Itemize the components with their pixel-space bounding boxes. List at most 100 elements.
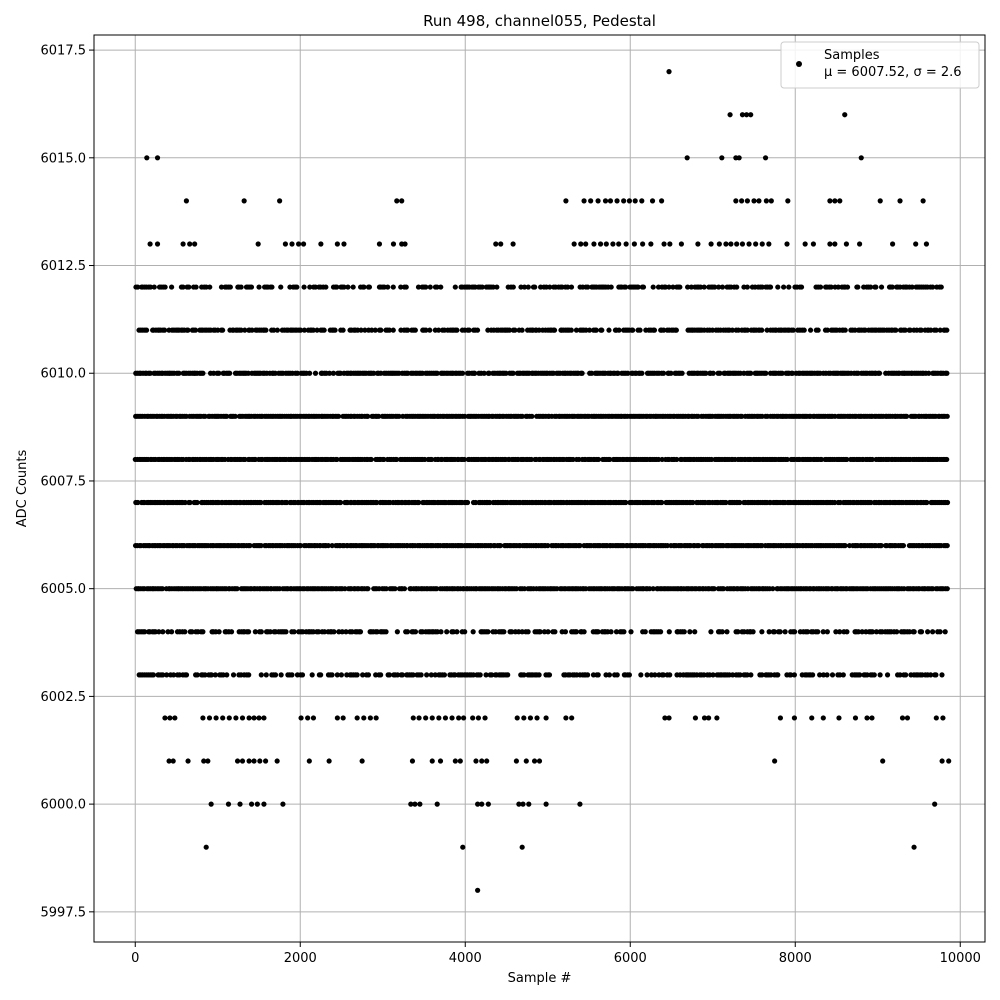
data-point — [461, 456, 467, 463]
data-point — [160, 629, 166, 635]
data-point — [227, 370, 233, 376]
data-point — [376, 413, 382, 419]
data-point — [251, 758, 257, 764]
data-point — [368, 456, 374, 463]
data-point — [237, 801, 243, 807]
data-point — [456, 715, 462, 721]
data-point — [334, 241, 340, 247]
data-point — [144, 155, 150, 161]
data-point — [766, 629, 772, 635]
data-point — [637, 327, 643, 333]
data-point — [737, 672, 743, 678]
data-point — [307, 284, 313, 290]
data-point — [739, 198, 745, 204]
data-point — [531, 758, 538, 764]
data-point — [791, 715, 798, 721]
data-point — [710, 370, 716, 376]
data-point — [928, 672, 934, 678]
data-point — [737, 499, 743, 506]
data-point — [824, 672, 830, 678]
data-point — [408, 801, 414, 807]
data-point — [616, 241, 622, 247]
data-point — [410, 715, 416, 721]
data-point — [928, 327, 934, 333]
data-point — [519, 327, 525, 333]
x-tick-label: 2000 — [284, 951, 317, 966]
data-point — [350, 284, 356, 290]
data-point — [711, 586, 717, 592]
data-point — [785, 198, 791, 204]
data-point — [341, 241, 347, 247]
data-point — [523, 758, 529, 764]
data-point — [358, 327, 364, 333]
data-point — [166, 758, 172, 764]
data-point — [399, 672, 405, 678]
data-point — [786, 284, 792, 290]
data-point — [723, 241, 729, 247]
data-point — [334, 456, 340, 463]
data-point — [781, 284, 787, 290]
data-point — [750, 629, 756, 635]
data-point — [739, 413, 745, 419]
data-point — [147, 284, 154, 290]
data-point — [434, 629, 441, 635]
data-point — [688, 284, 694, 290]
data-point — [484, 758, 490, 764]
data-point — [282, 241, 288, 247]
data-point — [283, 629, 289, 635]
data-point — [345, 284, 351, 290]
data-point — [208, 801, 214, 807]
data-point — [165, 629, 171, 635]
data-point — [470, 629, 476, 635]
data-point — [701, 715, 708, 721]
data-point — [365, 586, 371, 592]
data-point — [238, 327, 244, 333]
data-point — [200, 370, 206, 376]
data-point — [220, 672, 226, 678]
data-point — [485, 629, 491, 635]
data-point — [897, 198, 903, 204]
data-point — [340, 715, 346, 721]
data-point — [944, 413, 950, 419]
data-point — [706, 715, 712, 721]
data-point — [314, 327, 320, 333]
data-point — [767, 284, 774, 290]
data-point — [154, 241, 161, 247]
data-point — [614, 672, 620, 678]
data-point — [246, 758, 252, 764]
data-point — [274, 758, 280, 764]
data-point — [842, 112, 848, 118]
data-point — [466, 327, 472, 333]
data-point — [608, 284, 614, 290]
data-point — [933, 672, 939, 678]
data-point — [460, 844, 466, 850]
x-axis-label: Sample # — [508, 971, 572, 986]
data-point — [775, 672, 781, 678]
data-point — [521, 284, 528, 290]
data-point — [563, 198, 569, 204]
data-point — [226, 715, 232, 721]
data-point — [577, 801, 583, 807]
data-point — [623, 284, 629, 290]
data-point — [569, 715, 575, 721]
data-point — [429, 456, 435, 463]
data-point — [893, 327, 899, 333]
data-point — [748, 112, 754, 118]
data-point — [494, 284, 500, 290]
x-axis-ticks: 0 2000 4000 6000 8000 10000 — [131, 942, 981, 966]
data-point — [354, 715, 360, 721]
data-point — [258, 499, 264, 506]
data-point — [187, 241, 193, 247]
data-point — [692, 715, 699, 721]
data-point — [878, 284, 885, 290]
data-point — [516, 801, 522, 807]
data-point — [309, 672, 315, 678]
data-point — [372, 327, 378, 333]
data-point — [405, 327, 411, 333]
data-point — [294, 370, 301, 376]
y-axis-ticks: 5997.5 6000.0 6002.5 6005.0 6007.5 6010.0 6012… — [41, 44, 94, 920]
data-point — [529, 413, 535, 419]
data-point — [623, 241, 629, 247]
data-point — [513, 586, 520, 592]
data-point — [897, 672, 903, 678]
